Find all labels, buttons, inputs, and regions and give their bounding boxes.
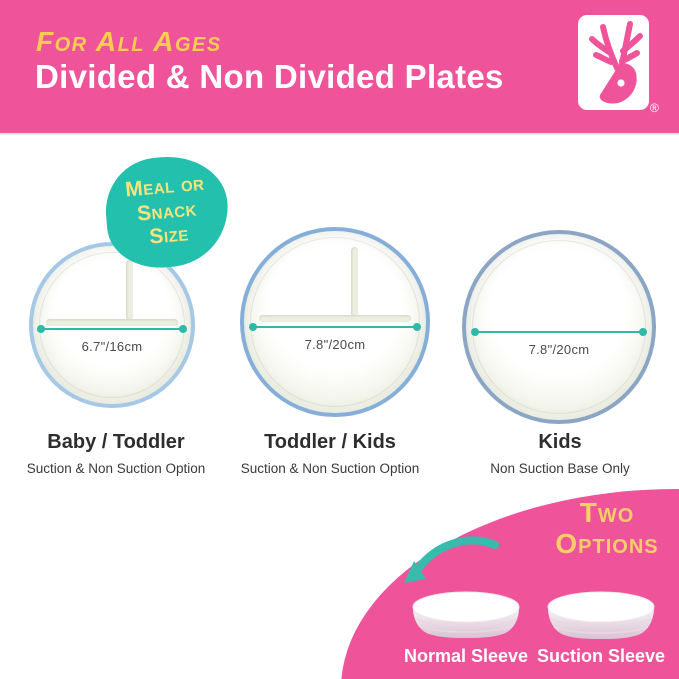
options-panel-title: Two Options (555, 497, 659, 560)
round-plate-kids-graphic: 7.8"/20cm (462, 230, 656, 424)
plate-divider-horizontal (258, 314, 412, 322)
diameter-line (37, 325, 188, 334)
banner-eyebrow: For All Ages (36, 26, 222, 57)
sleeve-label-suction: Suction Sleeve (536, 646, 666, 666)
plate-name: Kids (538, 431, 582, 453)
diameter-line (249, 322, 422, 331)
plate-option: Suction & Non Suction Option (240, 461, 420, 476)
deer-eye (617, 79, 625, 87)
deer-icon (589, 21, 643, 104)
registered-trademark: ® (650, 101, 659, 115)
plate-divider-vertical (351, 247, 359, 317)
brand-logo (578, 15, 649, 110)
diameter-label: 7.8"/20cm (304, 336, 366, 352)
plate-option: Non Suction Base Only (490, 461, 630, 476)
diameter-label: 7.8"/20cm (528, 341, 590, 357)
header-banner: For All Ages Divided & Non Divided Plate… (0, 0, 679, 133)
plate-label-toddler-kids: Toddler / Kids Suction & Non Suction Opt… (220, 431, 440, 476)
plate-option: Suction & Non Suction Option (26, 461, 206, 476)
plate-label-baby-toddler: Baby / Toddler Suction & Non Suction Opt… (6, 431, 226, 476)
diameter-label: 6.7"/16cm (81, 339, 143, 355)
sleeve-label-normal: Normal Sleeve (403, 646, 529, 666)
plate-name: Baby / Toddler (47, 431, 185, 453)
badge-label: Meal or Snack Size (124, 171, 206, 249)
diameter-line (471, 327, 647, 336)
curved-arrow-icon (400, 533, 500, 594)
plate-divider-vertical (126, 260, 134, 321)
meal-snack-size-badge: Meal or Snack Size (101, 151, 233, 273)
banner-title: Divided & Non Divided Plates (35, 58, 504, 95)
divided-plate-toddler-kids-graphic: 7.8"/20cm (240, 227, 430, 417)
plate-side-view-suction-sleeve (542, 591, 660, 648)
plate-label-kids: Kids Non Suction Base Only (450, 431, 670, 476)
plate-name: Toddler / Kids (264, 431, 396, 453)
plate-divider-horizontal (45, 318, 179, 326)
plate-side-view-normal-sleeve (407, 591, 525, 648)
